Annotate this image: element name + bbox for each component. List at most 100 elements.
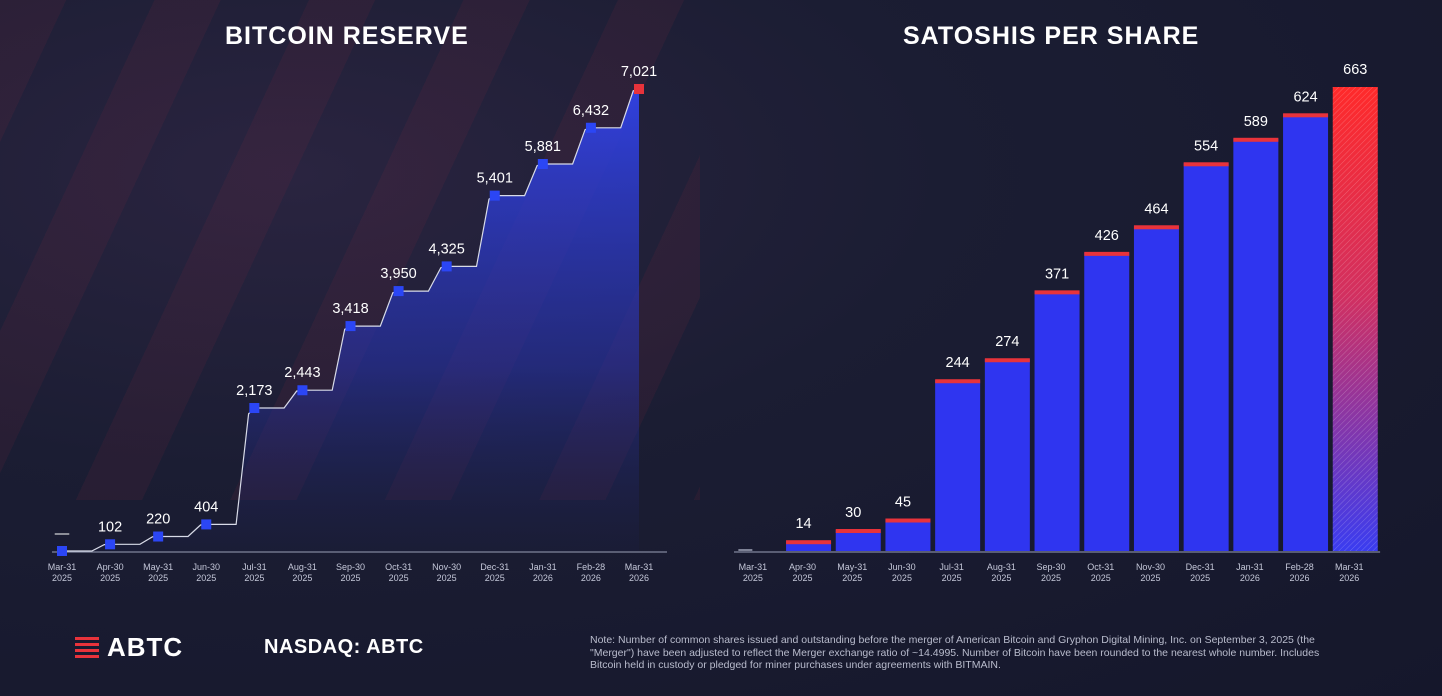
reserve-value-label: 6,432 [573, 103, 609, 119]
reserve-x-tick-label: Oct-31 [385, 562, 412, 572]
bitcoin-reserve-chart: —Mar-312025102Apr-302025220May-312025404… [48, 64, 667, 583]
nasdaq-ticker: NASDAQ: ABTC [264, 636, 424, 658]
reserve-value-label: 5,401 [477, 171, 513, 187]
bar-value-label: 244 [946, 355, 970, 371]
bar [1283, 114, 1329, 551]
reserve-x-tick-label: Sep-30 [336, 562, 365, 572]
reserve-marker [57, 546, 67, 556]
bar-x-tick-year: 2025 [1091, 573, 1111, 583]
bitcoin-reserve-title: BITCOIN RESERVE [225, 22, 469, 50]
bar-x-tick-year: 2026 [1339, 573, 1359, 583]
reserve-x-tick-year: 2025 [148, 573, 168, 583]
bar-x-tick-year: 2025 [1140, 573, 1160, 583]
reserve-marker [585, 122, 596, 133]
bar-value-label: 589 [1244, 114, 1268, 130]
reserve-value-label: 3,418 [332, 301, 368, 317]
satoshis-per-share-chart: Mar-31202514Apr-30202530May-31202545Jun-… [734, 62, 1381, 583]
reserve-marker [537, 159, 548, 170]
bar-x-tick-label: Mar-31 [739, 562, 768, 572]
bar-cap [835, 529, 881, 534]
reserve-value-label: — [55, 526, 70, 542]
bar [935, 380, 981, 551]
reserve-value-label: 7,021 [621, 64, 657, 80]
bar-value-label: 624 [1293, 89, 1317, 105]
reserve-x-tick-label: May-31 [143, 562, 173, 572]
bar-value-label: 371 [1045, 266, 1069, 282]
bar-value-label: 426 [1095, 228, 1119, 244]
reserve-marker [393, 286, 404, 297]
bar-value-label: 30 [845, 505, 861, 521]
bar [786, 541, 832, 551]
bar [835, 530, 881, 551]
bar-x-tick-year: 2025 [892, 573, 912, 583]
bar-x-tick-year: 2026 [1290, 573, 1310, 583]
bar-x-tick-label: Dec-31 [1186, 562, 1215, 572]
reserve-value-label: 4,325 [429, 241, 465, 257]
bar-x-tick-label: Oct-31 [1087, 562, 1114, 572]
bar-x-tick-label: Feb-28 [1285, 562, 1314, 572]
reserve-value-label: 220 [146, 512, 170, 528]
reserve-value-label: 404 [194, 499, 218, 515]
reserve-x-tick-year: 2025 [485, 573, 505, 583]
reserve-x-tick-label: Dec-31 [480, 562, 509, 572]
bar [1233, 138, 1279, 552]
bar-x-tick-label: Mar-31 [1335, 562, 1364, 572]
reserve-value-label: 3,950 [380, 266, 416, 282]
reserve-x-tick-year: 2026 [581, 573, 601, 583]
bar-x-tick-year: 2025 [743, 573, 763, 583]
reserve-x-tick-label: Mar-31 [625, 562, 654, 572]
reserve-value-label: 2,443 [284, 365, 320, 381]
bar-x-tick-year: 2025 [942, 573, 962, 583]
bar-cap [984, 358, 1030, 363]
bar-x-tick-label: Apr-30 [789, 562, 816, 572]
reserve-marker [201, 519, 212, 530]
bar [1183, 163, 1229, 551]
reserve-x-tick-label: Aug-31 [288, 562, 317, 572]
bar-x-tick-year: 2026 [1240, 573, 1260, 583]
reserve-x-tick-year: 2025 [389, 573, 409, 583]
bar-hatch [1332, 87, 1378, 551]
reserve-x-tick-year: 2026 [629, 573, 649, 583]
satoshis-per-share-title: SATOSHIS PER SHARE [903, 22, 1200, 50]
footnote: Note: Number of common shares issued and… [590, 634, 1320, 671]
reserve-x-tick-label: Mar-31 [48, 562, 77, 572]
bar-value-label: 45 [895, 495, 911, 511]
reserve-marker [345, 321, 356, 332]
logo-text: ABTC [107, 632, 184, 662]
reserve-value-label: 102 [98, 519, 122, 535]
reserve-x-tick-label: Jan-31 [529, 562, 557, 572]
bar-cap [1183, 162, 1229, 167]
abtc-logo: ABTC [75, 632, 183, 663]
reserve-marker [441, 261, 452, 272]
bar-x-tick-label: Jan-31 [1236, 562, 1264, 572]
bar-x-tick-label: Jul-31 [939, 562, 964, 572]
reserve-x-tick-year: 2025 [340, 573, 360, 583]
bar-x-tick-label: May-31 [837, 562, 867, 572]
bar [738, 549, 753, 551]
reserve-x-tick-year: 2025 [437, 573, 457, 583]
reserve-value-label: 5,881 [525, 139, 561, 155]
reserve-marker [153, 531, 164, 542]
reserve-x-tick-year: 2025 [52, 573, 72, 583]
bar [1133, 226, 1179, 551]
bar-cap [935, 379, 981, 384]
reserve-value-label: 2,173 [236, 383, 272, 399]
bar-x-tick-year: 2025 [991, 573, 1011, 583]
logo-mark-icon [75, 637, 99, 658]
bar-value-label: 554 [1194, 138, 1218, 154]
bar-cap [1233, 137, 1279, 142]
reserve-x-tick-year: 2025 [196, 573, 216, 583]
bar-value-label: 663 [1343, 62, 1367, 78]
bar-value-label: 274 [995, 334, 1019, 350]
reserve-marker [105, 539, 116, 550]
reserve-x-tick-year: 2025 [292, 573, 312, 583]
bar-value-label: 14 [795, 516, 811, 532]
bar-x-tick-label: Nov-30 [1136, 562, 1165, 572]
reserve-x-tick-label: Jun-30 [192, 562, 220, 572]
bar-x-tick-label: Sep-30 [1037, 562, 1066, 572]
bar [1034, 291, 1080, 551]
reserve-marker [489, 190, 500, 201]
bar-x-tick-year: 2025 [1190, 573, 1210, 583]
reserve-x-tick-label: Jul-31 [242, 562, 267, 572]
